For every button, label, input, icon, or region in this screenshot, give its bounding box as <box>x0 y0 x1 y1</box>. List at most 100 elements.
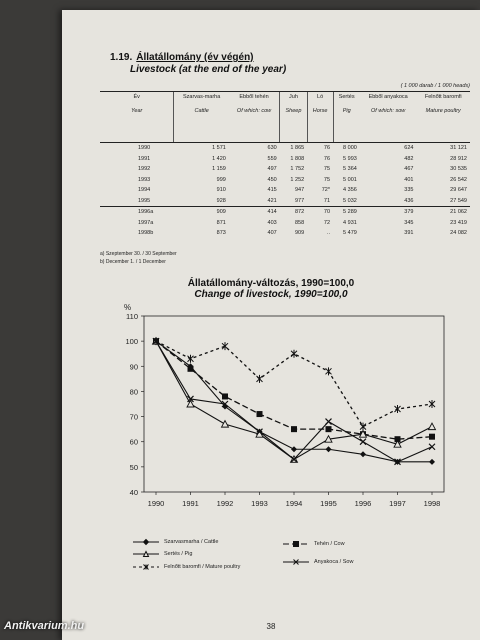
table-cell: 910 <box>216 187 226 193</box>
table-cell: 497 <box>267 166 277 172</box>
series-4-point <box>290 349 298 358</box>
series-line-0 <box>155 340 432 463</box>
table-cell: 415 <box>267 187 277 193</box>
table-cell: 407 <box>267 230 277 236</box>
series-2-point <box>393 439 402 448</box>
x-tick-label: 1996 <box>355 499 372 508</box>
series-4-point <box>325 367 332 376</box>
column-header-7: Felnőtt baromfi Mature poultry <box>416 92 470 143</box>
table-cell: 30 535 <box>450 166 467 172</box>
legend-label: Felnőtt baromfi / Mature poultry <box>164 564 241 570</box>
series-0-point <box>325 446 332 453</box>
y-tick-label: 110 <box>126 312 138 321</box>
table-cell: 5 032 <box>343 197 357 204</box>
table-cell: 450 <box>267 176 277 183</box>
table-notes: a) Szeptember 30. / 30 September b) Dece… <box>100 250 177 266</box>
table-body: 1990 1 571 630 1 865 76 8 000 624 31 121 1991 1 4… <box>100 143 470 239</box>
series-0-point <box>291 446 297 453</box>
y-tick-label: 90 <box>130 362 138 371</box>
table-cell: 31 121 <box>450 145 467 151</box>
table-cell: 28 912 <box>450 155 467 162</box>
table-cell: 401 <box>404 176 414 183</box>
series-4-point <box>428 400 436 408</box>
table-row: 1994 910 415 947 72* 4 356 335 29 647 <box>100 185 470 196</box>
legend-label: Anyakoca / Sow <box>314 559 354 565</box>
table-cell: 873 <box>216 230 226 236</box>
table-row: 1992 1 159 497 1 752 75 5 364 467 30 535 <box>100 164 470 175</box>
table-cell: 872 <box>295 209 305 215</box>
table-cell: 27 549 <box>450 197 467 204</box>
y-tick-label: 60 <box>130 438 138 447</box>
table-cell: 29 647 <box>450 187 467 193</box>
column-header-en: Of which: sow <box>371 108 406 114</box>
row-year: 1994 <box>138 187 151 193</box>
column-header-4: Ló Horse <box>306 92 334 143</box>
row-year: 1997a <box>138 219 154 226</box>
y-tick-label: 80 <box>130 387 138 396</box>
table-number: 1.19. <box>110 52 133 63</box>
y-tick-label: 100 <box>125 337 138 346</box>
table-cell: 76 <box>323 155 331 162</box>
table-row: 1997a 871 403 858 72 4 931 345 23 419 <box>100 218 470 229</box>
column-header-5: Sertés Pig <box>332 92 360 143</box>
table-cell: 71 <box>323 197 331 204</box>
table-row: 1996a 909 414 872 70 5 289 379 21 062 <box>100 206 470 218</box>
table-cell: 23 419 <box>450 219 467 226</box>
x-tick-label: 1991 <box>182 499 199 508</box>
legend-swatch <box>133 564 159 570</box>
row-year: 1993 <box>138 176 151 183</box>
table-cell: 72* <box>321 187 331 193</box>
table-row: 1993 999 450 1 252 75 5 001 401 26 542 <box>100 175 470 186</box>
column-header-2: Ebből tehén Of which: cow <box>228 92 280 143</box>
y-axis-label: % <box>124 303 131 312</box>
x-tick-label: 1994 <box>286 499 303 508</box>
series-4-point <box>359 422 367 431</box>
series-3-point <box>290 455 298 463</box>
series-2-point <box>220 419 230 428</box>
series-1-point <box>291 426 297 433</box>
table-row: 1991 1 420 559 1 808 76 5 993 482 28 912 <box>100 154 470 165</box>
livestock-chart: % 40 50 60 70 80 90 100 110 1990 1991 1992 1993 1994 1… <box>124 303 445 508</box>
series-3-point <box>325 418 332 426</box>
column-header-en: Year <box>131 108 143 114</box>
table-title-hu: Állatállomány (év végén) <box>136 52 254 63</box>
x-tick-label: 1992 <box>217 499 234 508</box>
column-header-hu: Sertés <box>338 94 355 100</box>
table-cell: 1 752 <box>290 166 305 172</box>
table-title-en: Livestock (at the end of the year) <box>130 64 287 75</box>
series-4-point <box>187 354 194 363</box>
table-header-row: Év Year Szarvas-marha Cattle Ebből tehén Of w… <box>100 92 470 143</box>
series-3-point <box>394 458 401 466</box>
table-cell: 21 062 <box>450 209 467 215</box>
column-header-en: Of which: cow <box>236 108 272 114</box>
column-header-en: Sheep <box>285 108 302 114</box>
series-4-point <box>394 405 401 414</box>
table-cell: 559 <box>267 155 277 162</box>
series-4-point <box>152 337 160 346</box>
row-year: 1998b <box>138 230 154 236</box>
series-3-point <box>256 428 263 436</box>
table-cell: 999 <box>216 176 226 183</box>
chart-title: Állatállomány-változás, 1990=100,0 Chang… <box>62 278 480 300</box>
legend-label: Tehén / Cow <box>314 541 345 547</box>
table-cell: 5 289 <box>343 209 357 215</box>
series-2-point <box>358 429 368 438</box>
series-2-point <box>427 422 437 431</box>
series-2-point <box>186 399 195 408</box>
column-header-hu: Ebből anyakoca <box>368 94 408 100</box>
units-label: ( 1 000 darab / 1 000 heads) <box>400 83 470 89</box>
series-3-point <box>428 443 436 451</box>
y-tick-label: 40 <box>130 488 138 497</box>
book-page: 1.19. Állatállomány (év végén) Livestock … <box>62 10 480 640</box>
table-cell: 436 <box>404 197 414 204</box>
table-cell: 76 <box>323 145 331 151</box>
legend-item: Sertés / Pig <box>132 550 192 558</box>
table-cell: 909 <box>216 209 226 215</box>
column-header-1: Szarvas-marha Cattle <box>173 92 229 143</box>
table-cell: 5 993 <box>343 155 357 162</box>
table-cell: 4 931 <box>343 219 357 226</box>
table-title: 1.19. Állatállomány (év végén) Livestock … <box>110 52 286 75</box>
legend-item: Tehén / Cow <box>282 540 345 548</box>
chart-title-hu: Állatállomány-változás, 1990=100,0 <box>187 278 355 289</box>
series-3-point <box>359 438 367 446</box>
